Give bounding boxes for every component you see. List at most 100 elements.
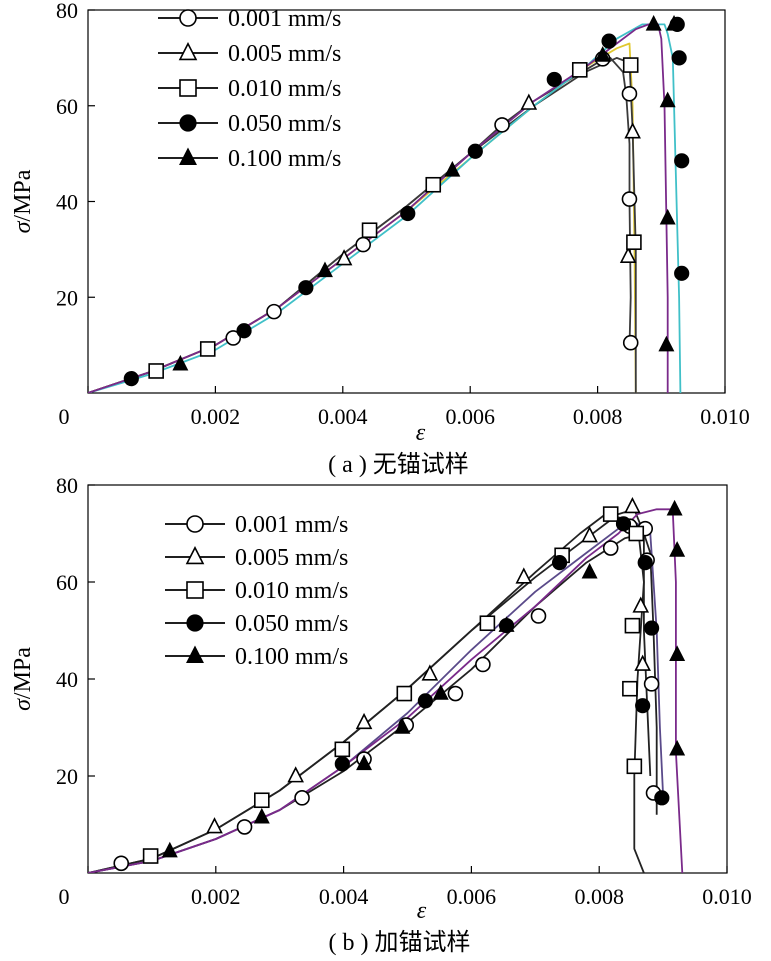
legend-label: 0.005 mm/s [228, 41, 341, 67]
series-marker-4 [594, 46, 611, 62]
series-marker-4 [666, 499, 683, 516]
series-marker-1 [206, 817, 223, 834]
series-marker-0 [530, 608, 547, 624]
series-marker-4 [172, 354, 189, 371]
legend-label: 0.050 mm/s [235, 611, 348, 637]
series-line-0 [88, 532, 658, 873]
series-marker-2 [361, 222, 378, 239]
series-marker-2 [628, 525, 645, 542]
series-marker-4 [581, 562, 598, 579]
series-marker-2 [622, 680, 638, 697]
y-axis-symbol: σ [10, 220, 36, 233]
series-marker-3 [674, 265, 690, 281]
series-marker-0 [494, 117, 510, 133]
series-marker-2 [334, 741, 351, 758]
series-marker-3 [298, 280, 314, 296]
series-line-4 [88, 23, 669, 393]
series-marker-4 [666, 14, 683, 31]
series-marker-4 [669, 739, 686, 756]
series-marker-3 [601, 33, 617, 49]
y-tick-label: 60 [56, 94, 78, 119]
series-marker-4 [444, 161, 461, 177]
series-marker-0 [475, 656, 491, 673]
x-tick-label: 0.008 [573, 404, 623, 429]
legend: 0.001 mm/s 0.005 mm/s 0.010 mm/s 0.050 mm/s… [158, 6, 341, 172]
series-marker-1 [624, 497, 641, 514]
legend-label: 0.050 mm/s [228, 111, 341, 137]
series-marker-0 [355, 236, 371, 253]
x-tick-label: 0.010 [700, 404, 750, 429]
legend-marker [179, 79, 197, 97]
series-marker-1 [624, 122, 641, 139]
series-layer [88, 14, 690, 393]
series-marker-3 [467, 143, 483, 159]
legend-marker [179, 114, 197, 132]
legend-marker [186, 645, 204, 664]
legend-label: 0.100 mm/s [235, 644, 348, 670]
series-marker-1 [355, 712, 373, 730]
y-tick-label: 40 [56, 190, 78, 215]
series-marker-4 [658, 335, 675, 352]
series-marker-3 [546, 71, 562, 88]
legend-label: 0.010 mm/s [228, 76, 341, 102]
x-tick-label: 0.006 [447, 884, 497, 909]
series-marker-0 [621, 85, 638, 102]
series-marker-1 [515, 567, 533, 584]
series-line-4 [88, 508, 684, 873]
y-tick-label: 80 [56, 473, 78, 498]
series-marker-1 [287, 766, 304, 783]
series-marker-4 [669, 541, 686, 557]
panel-caption: ( a ) 无锚试样 [328, 451, 469, 478]
series-marker-0 [622, 334, 639, 351]
y-axis-symbol: σ [10, 698, 36, 711]
series-layer [88, 497, 686, 873]
y-tick-label: 80 [56, 0, 78, 23]
panel-caption: ( b ) 加锚试样 [329, 929, 471, 956]
series-marker-0 [447, 685, 464, 702]
chart-panel-b: 0 0.002 0.004 0.006 0.008 0.010 20 40 60 80 ε σ/MPa… [10, 473, 752, 956]
x-tick-label: 0.006 [445, 404, 495, 429]
series-marker-0 [266, 303, 282, 320]
series-marker-3 [334, 756, 350, 772]
legend-marker [186, 581, 204, 599]
series-line-3 [88, 522, 664, 873]
series-marker-1 [421, 664, 439, 681]
series-marker-2 [142, 848, 159, 864]
x-tick-label: 0.002 [191, 884, 241, 909]
series-marker-4 [659, 91, 676, 108]
y-axis-label: σ/MPa [10, 169, 36, 233]
series-line-0 [88, 57, 632, 393]
y-tick-label: 20 [56, 285, 78, 310]
x-tick-label: 0.002 [191, 404, 241, 429]
series-marker-0 [294, 790, 310, 806]
series-marker-4 [394, 718, 411, 734]
y-axis-unit: /MPa [10, 169, 36, 221]
series-marker-3 [643, 620, 660, 636]
series-marker-4 [253, 807, 270, 824]
legend-label: 0.005 mm/s [235, 545, 348, 571]
series-marker-3 [674, 153, 690, 169]
x-tick-label: 0 [59, 404, 70, 429]
series-marker-4 [432, 684, 449, 700]
legend: 0.001 mm/s 0.005 mm/s 0.010 mm/s 0.050 mm/s… [165, 512, 348, 670]
series-marker-0 [113, 855, 130, 872]
series-marker-2 [254, 792, 270, 809]
legend-marker [179, 147, 197, 166]
series-marker-0 [621, 191, 638, 207]
legend-label: 0.100 mm/s [228, 146, 341, 172]
series-marker-2 [626, 758, 643, 775]
series-marker-4 [645, 14, 662, 31]
series-marker-3 [400, 205, 416, 222]
series-marker-2 [425, 176, 442, 193]
series-marker-3 [654, 790, 670, 806]
legend-marker [186, 515, 204, 533]
series-marker-2 [622, 57, 639, 73]
series-marker-4 [161, 841, 178, 858]
series-marker-2 [396, 685, 413, 702]
legend-marker [186, 614, 204, 632]
legend-marker [185, 546, 205, 565]
series-marker-1 [619, 246, 637, 263]
series-marker-3 [637, 554, 653, 571]
chart-panel-a: 0 0.002 0.004 0.006 0.008 0.010 20 40 60 80 ε σ/MPa… [10, 0, 750, 478]
